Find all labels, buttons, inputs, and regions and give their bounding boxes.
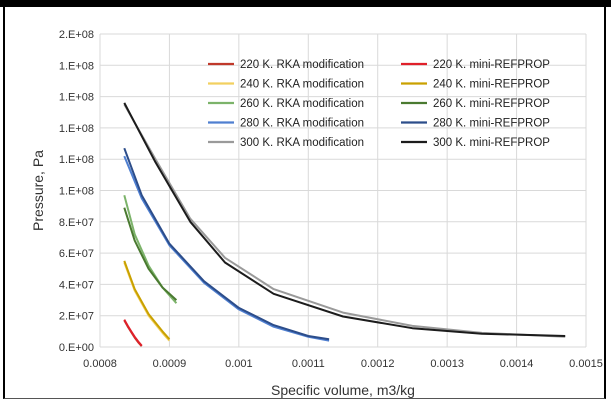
y-tick-label-4: 8.E+07 bbox=[59, 217, 94, 229]
legend-label-9: 300 K. mini-REFPROP bbox=[433, 137, 550, 149]
x-tick-label-3: 0.0011 bbox=[292, 358, 325, 370]
legend-label-2: 240 K. RKA modification bbox=[240, 79, 364, 91]
x-tick-label-2: 0.001 bbox=[225, 358, 253, 370]
x-tick-label-7: 0.0015 bbox=[569, 358, 603, 370]
legend: 220 K. RKA modification 220 K. mini-REFPR… bbox=[208, 59, 550, 149]
y-tick-label-8: 1.E+08 bbox=[59, 92, 94, 104]
legend-label-1: 220 K. mini-REFPROP bbox=[433, 59, 550, 71]
x-tick-label-6: 0.0014 bbox=[500, 358, 534, 370]
y-tick-labels: 0.E+00 2.E+07 4.E+07 6.E+07 8.E+07 1.E+08 1.E+… bbox=[59, 29, 94, 354]
x-tick-label-0: 0.0008 bbox=[83, 358, 117, 370]
chart-frame bbox=[3, 7, 606, 399]
x-tick-labels: 0.0008 0.0009 0.001 0.0011 0.0012 0.0013 0.001… bbox=[83, 358, 603, 370]
series-line-5 bbox=[123, 207, 178, 301]
series-line-8 bbox=[123, 103, 566, 338]
series-line-7 bbox=[123, 147, 330, 341]
y-tick-label-5: 1.E+08 bbox=[59, 186, 94, 198]
y-tick-label-10: 2.E+08 bbox=[59, 29, 94, 41]
x-axis-title: Specific volume, m3/kg bbox=[271, 382, 415, 398]
y-tick-label-1: 2.E+07 bbox=[59, 311, 94, 323]
y-tick-label-3: 6.E+07 bbox=[59, 248, 94, 260]
series-line-6 bbox=[123, 155, 330, 342]
legend-label-8: 300 K. RKA modification bbox=[240, 137, 364, 149]
y-tick-label-2: 4.E+07 bbox=[59, 279, 94, 291]
legend-label-7: 280 K. mini-REFPROP bbox=[433, 118, 550, 130]
y-tick-label-7: 1.E+08 bbox=[59, 123, 94, 135]
legend-label-3: 240 K. mini-REFPROP bbox=[433, 79, 550, 91]
series-lines bbox=[123, 102, 566, 347]
series-line-9 bbox=[123, 102, 566, 337]
series-line-2 bbox=[123, 262, 171, 342]
y-tick-label-6: 1.E+08 bbox=[59, 154, 94, 166]
series-line-3 bbox=[123, 260, 171, 340]
series-line-1 bbox=[123, 319, 143, 347]
legend-label-4: 260 K. RKA modification bbox=[240, 98, 364, 110]
y-tick-label-0: 0.E+00 bbox=[59, 342, 94, 354]
legend-label-6: 280 K. RKA modification bbox=[240, 118, 364, 130]
y-tick-label-9: 1.E+08 bbox=[59, 60, 94, 72]
grid-lines bbox=[99, 33, 587, 348]
legend-label-5: 260 K. mini-REFPROP bbox=[433, 98, 550, 110]
y-axis-title: Pressure, Pa bbox=[30, 150, 46, 231]
x-tick-label-4: 0.0012 bbox=[361, 358, 395, 370]
top-border-bar bbox=[0, 0, 611, 7]
x-tick-label-5: 0.0013 bbox=[430, 358, 464, 370]
legend-label-0: 220 K. RKA modification bbox=[240, 59, 364, 71]
x-tick-label-1: 0.0009 bbox=[153, 358, 187, 370]
